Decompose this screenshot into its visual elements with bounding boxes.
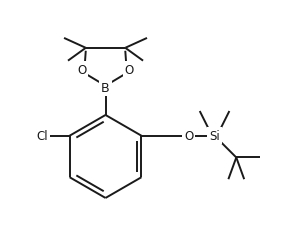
Text: Si: Si <box>209 130 220 143</box>
Text: O: O <box>77 64 86 77</box>
Text: O: O <box>184 130 194 143</box>
Text: O: O <box>125 64 134 77</box>
Text: Cl: Cl <box>36 130 48 143</box>
Text: B: B <box>101 81 110 94</box>
